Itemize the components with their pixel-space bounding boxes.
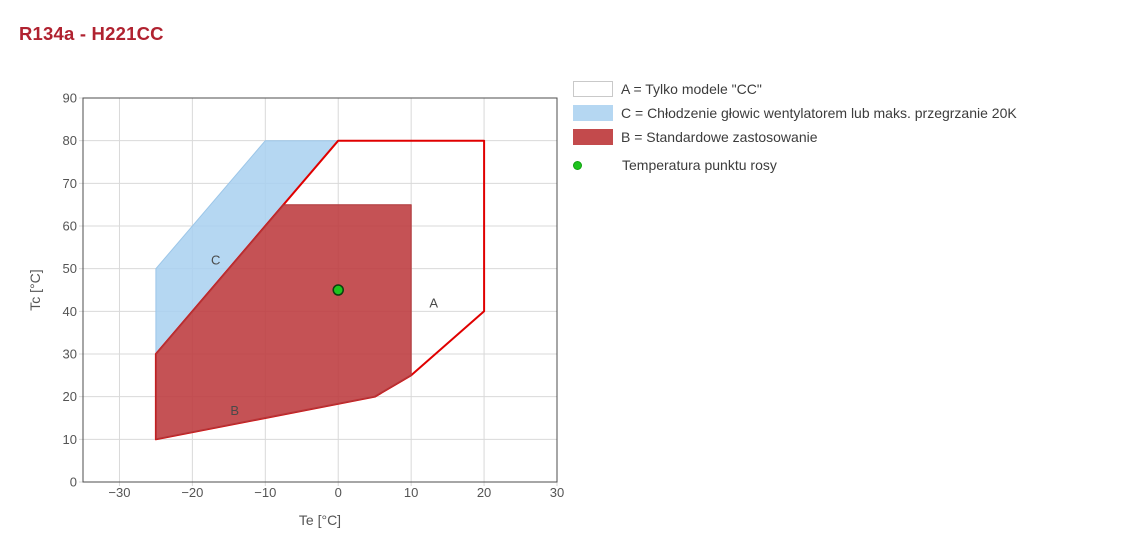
- x-tick-label: 10: [404, 485, 418, 500]
- x-tick-label: 20: [477, 485, 491, 500]
- legend-label: A = Tylko modele "CC": [621, 80, 762, 97]
- page-title: R134a - H221CC: [19, 23, 164, 44]
- plot-frame: [82, 97, 558, 483]
- y-tick-label: 20: [63, 389, 77, 404]
- legend-label: B = Standardowe zastosowanie: [621, 128, 818, 145]
- y-tick-label: 70: [63, 176, 77, 191]
- chart-svg: C A B −30 −20 −10 0 10 20 30 0 10 20 30 40 50 60 70 80 90 Te…: [27, 91, 564, 529]
- x-tick-label: −30: [108, 485, 130, 500]
- operating-envelope-chart: C A B −30 −20 −10 0 10 20 30 0 10 20 30 40 50 60 70 80 90 Te…: [27, 91, 564, 529]
- legend-swatch: [573, 105, 613, 121]
- y-tick-label: 80: [63, 133, 77, 148]
- y-tick-label: 10: [63, 432, 77, 447]
- region-B: [155, 204, 412, 440]
- legend-item: A = Tylko modele "CC": [573, 80, 1017, 98]
- region-label-B: B: [230, 403, 239, 418]
- legend-label: C = Chłodzenie głowic wentylatorem lub m…: [621, 104, 1017, 121]
- y-tick-label: 90: [63, 91, 77, 106]
- dew-point-marker: [332, 284, 344, 296]
- y-tick-label: 40: [63, 304, 77, 319]
- y-tick-label: 50: [63, 261, 77, 276]
- y-tick-label: 0: [70, 475, 77, 490]
- legend-item: Temperatura punktu rosy: [573, 156, 1017, 173]
- region-label-C: C: [211, 253, 220, 268]
- x-tick-label: −10: [254, 485, 276, 500]
- x-tick-label: −20: [181, 485, 203, 500]
- x-axis-title: Te [°C]: [299, 512, 341, 528]
- y-axis-title: Tc [°C]: [27, 269, 43, 310]
- x-tick-label: 30: [550, 485, 564, 500]
- y-tick-label: 60: [63, 219, 77, 234]
- legend-item: B = Standardowe zastosowanie: [573, 128, 1017, 146]
- dew-point-legend-marker: [573, 160, 582, 170]
- legend-swatch: [573, 81, 613, 97]
- legend-swatch: [573, 129, 613, 145]
- region-label-A: A: [429, 295, 438, 310]
- legend-label: Temperatura punktu rosy: [622, 156, 777, 173]
- legend-item: C = Chłodzenie głowic wentylatorem lub m…: [573, 104, 1017, 122]
- x-tick-label: 0: [335, 485, 342, 500]
- y-tick-label: 30: [63, 347, 77, 362]
- legend: A = Tylko modele "CC" C = Chłodzenie głow…: [573, 80, 1017, 178]
